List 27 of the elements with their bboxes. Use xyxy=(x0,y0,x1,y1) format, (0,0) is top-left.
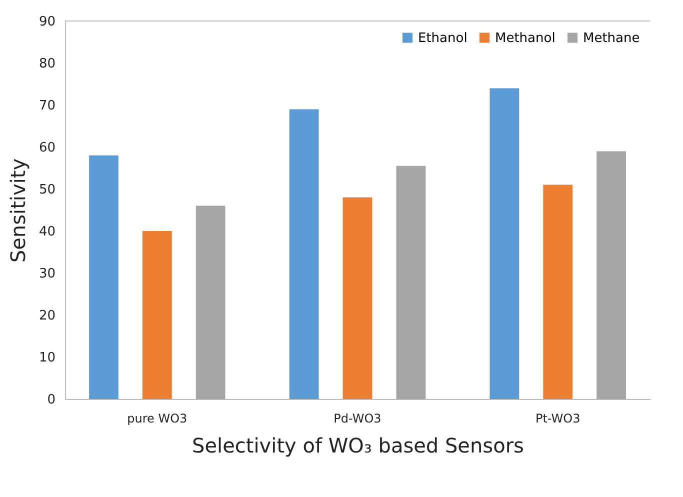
y-tick-label: 10 xyxy=(38,350,56,366)
x-tick-label: Pt-WO3 xyxy=(535,412,580,426)
bar xyxy=(289,109,319,399)
legend-label: Ethanol xyxy=(418,30,468,46)
bar xyxy=(396,166,426,399)
y-tick-label: 70 xyxy=(38,98,56,114)
bar xyxy=(196,206,226,399)
y-tick-label: 20 xyxy=(38,308,56,324)
y-tick-label: 50 xyxy=(38,182,56,198)
bar xyxy=(342,197,372,399)
y-tick-label: 80 xyxy=(38,56,56,72)
bar xyxy=(142,231,172,399)
y-tick-label: 0 xyxy=(47,392,56,408)
y-tick-label: 90 xyxy=(38,14,56,30)
bar xyxy=(543,184,573,399)
y-tick-label: 60 xyxy=(38,140,56,156)
bar xyxy=(490,88,520,399)
x-tick-label: Pd-WO3 xyxy=(334,412,382,426)
x-tick-label: pure WO3 xyxy=(127,412,188,426)
y-axis-title: Sensitivity xyxy=(6,158,30,263)
bar xyxy=(89,155,118,399)
y-tick-label: 40 xyxy=(38,224,56,240)
x-axis-title: Selectivity of WO₃ based Sensors xyxy=(192,434,524,458)
legend-label: Methane xyxy=(583,30,640,46)
bar xyxy=(596,151,626,399)
y-tick-label: 30 xyxy=(38,266,56,282)
legend-label: Methanol xyxy=(495,30,556,46)
